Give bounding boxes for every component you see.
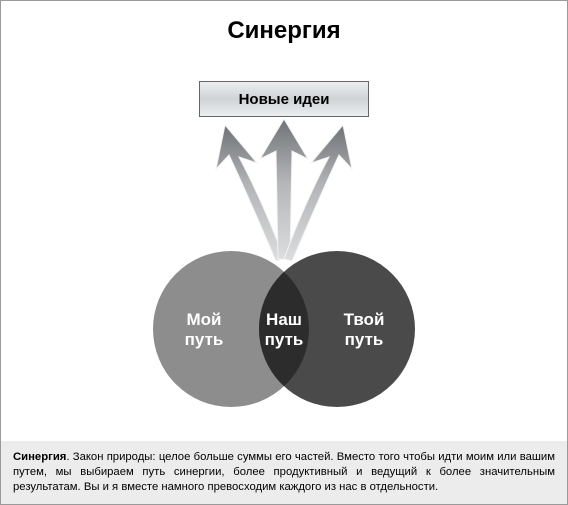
venn-left-label-1: Мой (187, 310, 222, 329)
venn-center-label-1: Наш (266, 310, 302, 329)
caption-body: . Закон природы: целое больше суммы его … (13, 451, 555, 493)
main-panel: Синергия Новые идеи (1, 1, 567, 442)
venn-center-label-2: путь (265, 330, 304, 349)
new-ideas-box: Новые идеи (199, 81, 369, 117)
figure-title: Синергия (1, 17, 567, 45)
venn-left-label-2: путь (185, 330, 224, 349)
caption-lead: Синергия (13, 451, 66, 463)
venn-diagram: Мой путь Наш путь Твой путь (153, 251, 415, 407)
figure-frame: Синергия Новые идеи (0, 0, 568, 505)
figure-caption: Синергия. Закон природы: целое больше су… (1, 441, 567, 504)
venn-right-label-2: путь (345, 330, 384, 349)
venn-right-label-1: Твой (344, 310, 385, 329)
synergy-diagram: Мой путь Наш путь Твой путь (1, 119, 567, 441)
arrows-group (216, 119, 352, 261)
